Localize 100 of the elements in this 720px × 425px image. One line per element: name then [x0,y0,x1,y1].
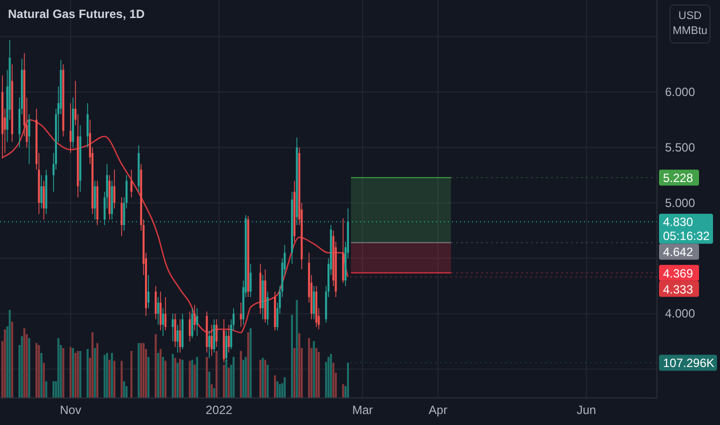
candlestick [216,318,218,348]
bar [274,375,276,398]
line-series [2,119,349,334]
bar [179,358,182,398]
bar [194,364,196,398]
text: 05:16:32 [663,229,710,244]
bar [182,360,184,398]
x-tick-label: Apr [428,403,448,417]
bar [113,360,116,398]
candlestick [164,296,166,331]
bar [191,360,194,398]
bar [296,300,298,398]
candlestick [120,196,123,237]
bar [74,352,76,398]
bar [208,372,210,398]
bar [228,368,230,398]
bar [264,360,266,398]
bar [250,328,252,398]
candlestick [42,180,45,220]
bar [330,354,332,398]
bar [91,332,94,398]
bar [57,338,60,398]
bar [36,343,38,398]
y-axis-title: USD MMBtu [672,10,708,37]
candlestick [154,286,157,320]
y-tick-label: 5.000 [665,196,696,210]
bar [11,322,14,398]
bar [160,348,162,398]
bar [38,345,40,398]
candlestick [266,291,269,326]
candlestick [94,180,96,220]
bar [42,362,45,398]
candlestick [174,313,176,348]
bar [232,356,235,398]
bar [222,364,225,398]
candlestick [191,308,194,339]
candlestick [210,324,213,356]
bar [172,354,174,398]
bar [278,384,281,398]
bar [298,333,300,398]
x-tick-label: 2022 [206,403,233,417]
bar [94,348,96,398]
bar [110,352,113,398]
bar [332,362,334,398]
y-tick-label: 4.000 [665,306,696,321]
bar [23,328,26,398]
bar [157,352,160,398]
bar [291,314,293,398]
candlestick [70,102,72,154]
x-tick-label: Mar [352,403,373,417]
x-tick-label: Jun [576,403,596,417]
bar [259,360,262,398]
x-tick-label: Nov [60,403,82,417]
bar [293,348,296,398]
candlestick [194,304,196,331]
ref-line-label: 4.830 [663,215,694,230]
bar [315,348,318,398]
bar [138,343,140,398]
bar [164,360,166,398]
bar [206,356,208,398]
bar [4,329,6,398]
bar [123,381,126,398]
ref-line-label: 4.369 [663,266,694,280]
bar [120,360,123,398]
bar [96,343,98,398]
text: Natural Gas Futures, 1D [8,7,146,21]
bar [240,350,242,398]
bar [104,354,106,398]
candlestick [179,318,182,353]
ref-line-label: 5.228 [663,171,694,186]
bar [244,356,247,398]
bar [342,384,344,398]
bar [242,360,244,398]
candlestick [86,102,89,148]
bar [45,381,48,398]
candlestick [28,114,30,164]
bar [308,338,310,398]
bar [247,332,250,398]
y-tick-label: 6.000 [665,85,696,100]
candlestick [208,330,210,358]
candlestick [196,308,198,336]
bar [162,356,164,398]
bar [196,356,198,398]
candlestick [250,263,252,298]
candlestick [312,286,315,320]
bar [52,381,55,398]
bar [346,362,349,398]
candlestick [240,302,242,328]
bar [154,334,157,398]
bar [28,338,30,398]
candlestick [40,174,42,209]
bar [72,348,74,398]
bar [108,360,110,398]
y-tick-label: 5.500 [665,140,696,154]
bar [276,381,278,398]
bar [8,310,11,398]
data-label: 107.296K [663,356,714,370]
bar [284,377,286,398]
bar [79,350,82,398]
bar [70,347,72,398]
